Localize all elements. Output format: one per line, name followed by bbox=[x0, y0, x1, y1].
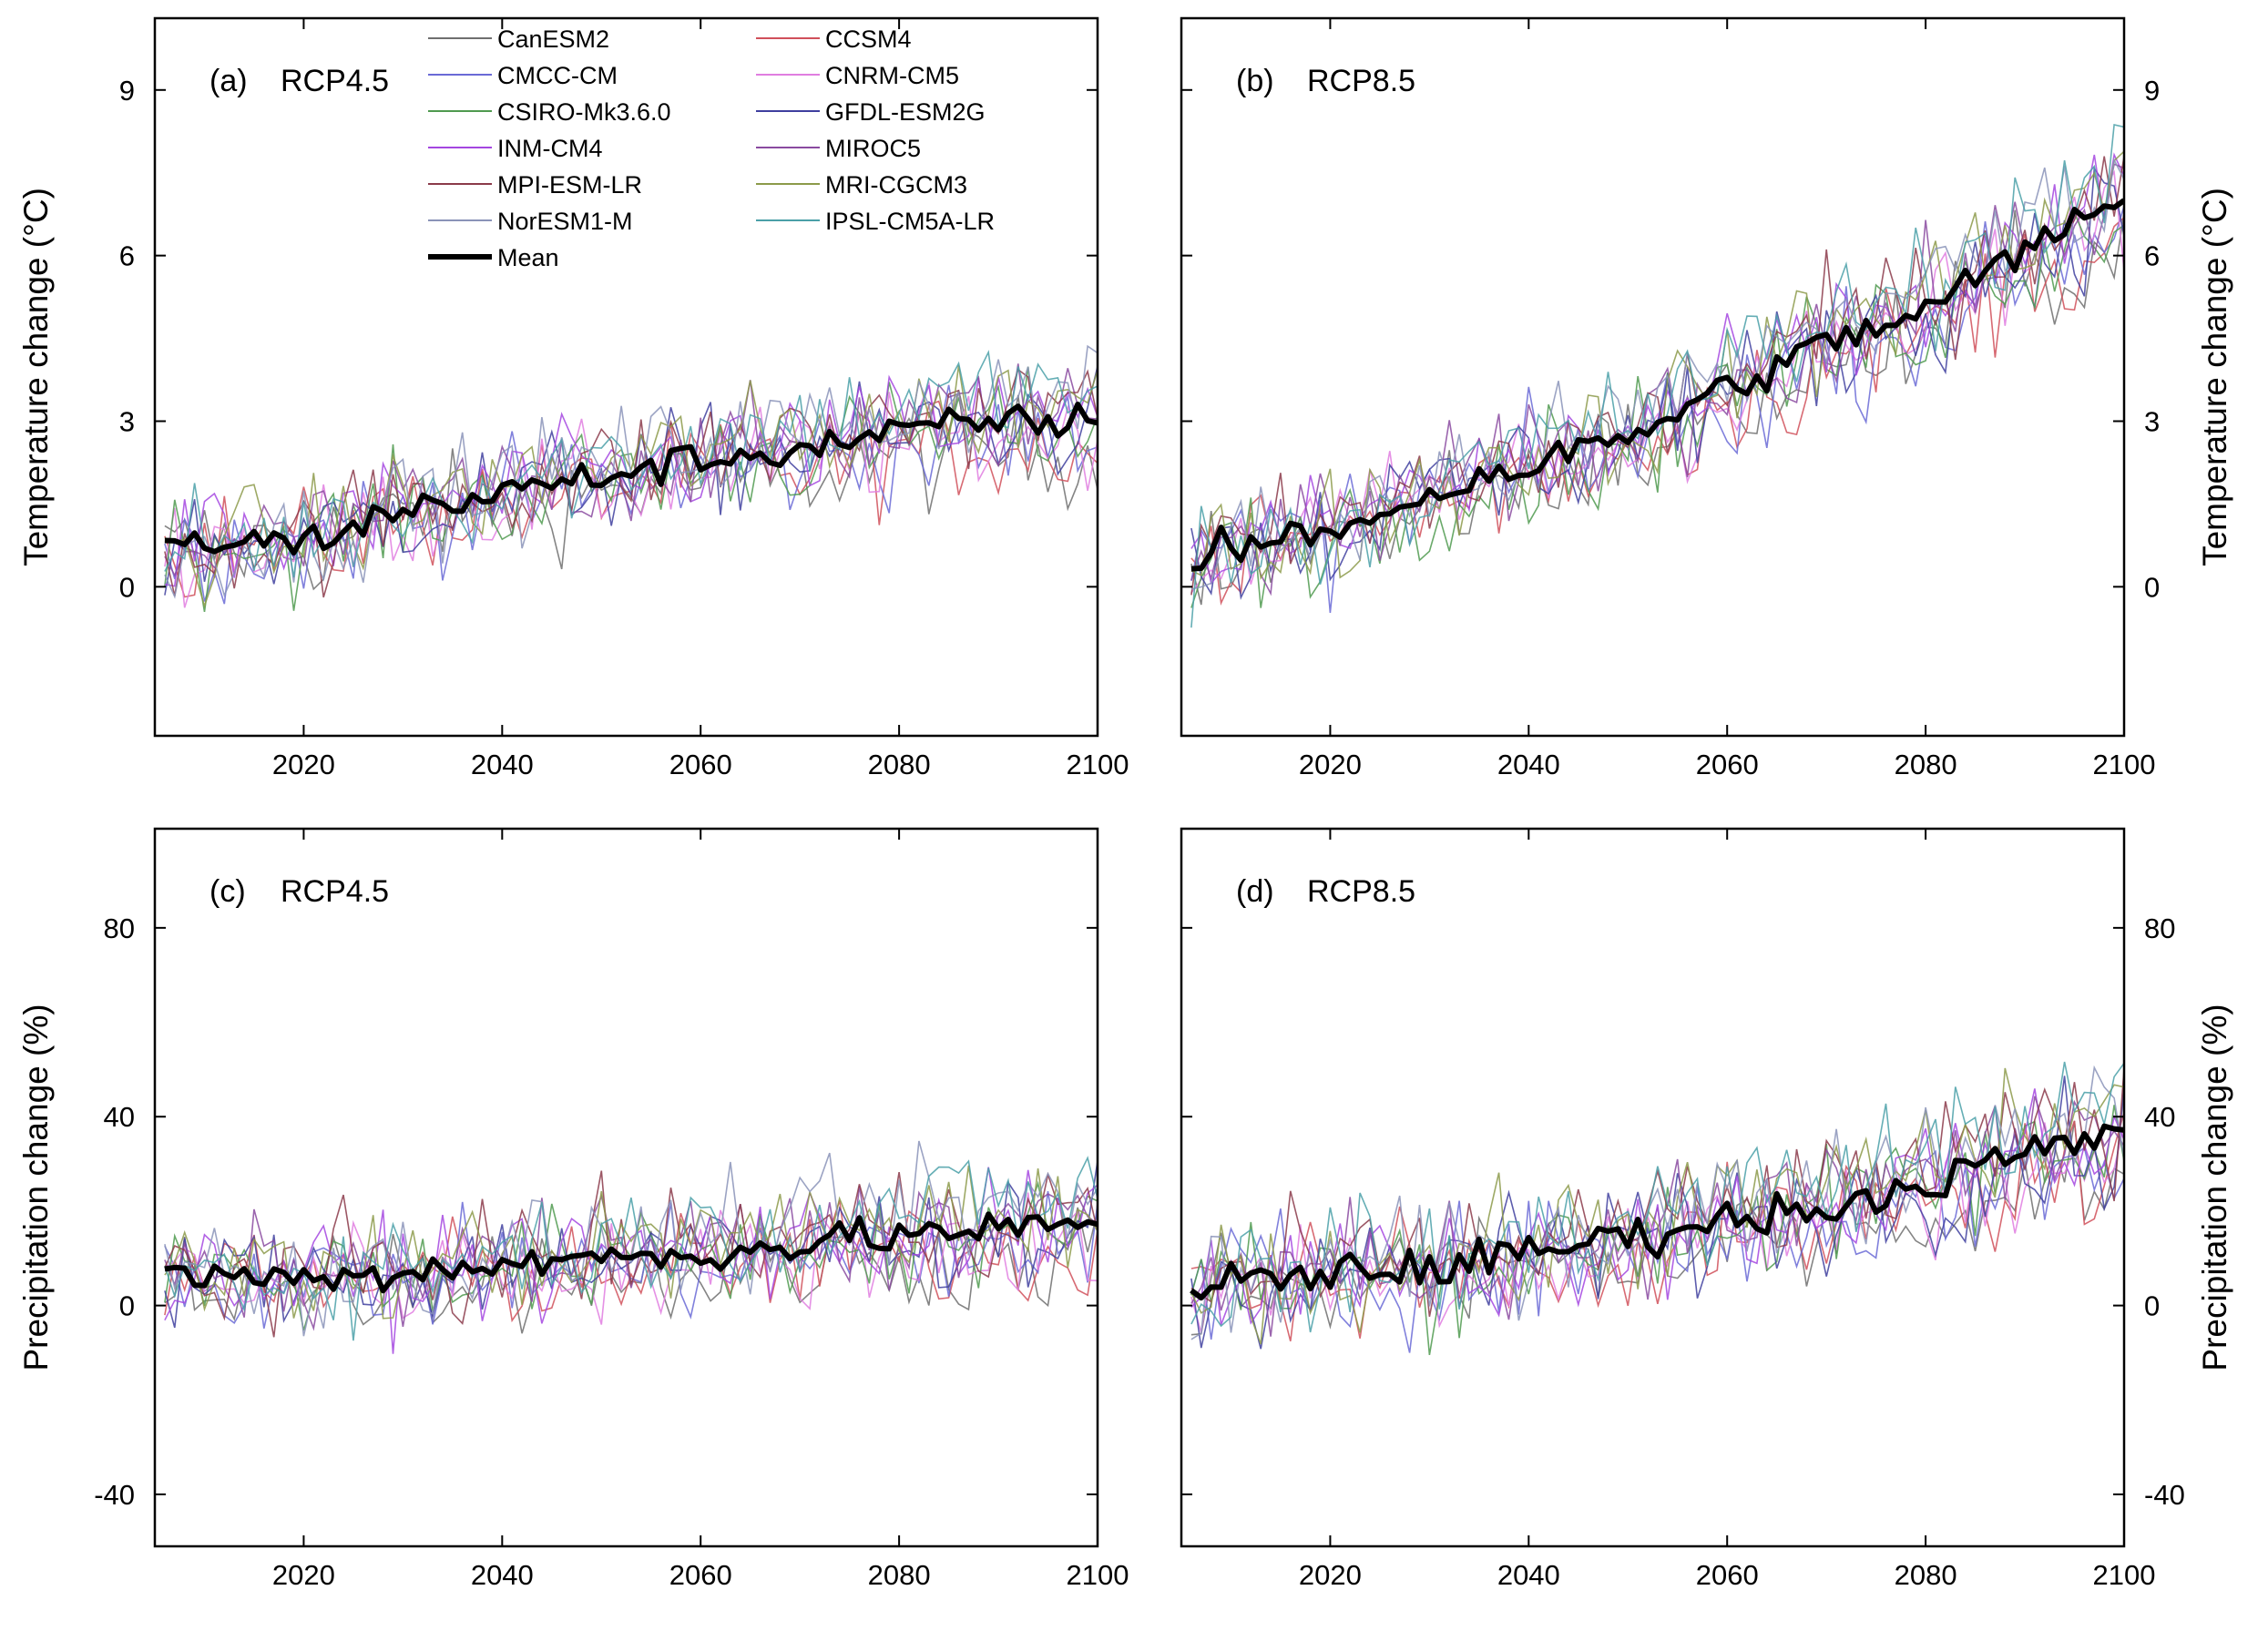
legend: CanESM2 CCSM4 CMCC-CM CNRM-CM5 CSIRO-Mk3.6.0… bbox=[428, 25, 995, 271]
x-tick-label: 2060 bbox=[669, 749, 732, 780]
y-tick-label: 0 bbox=[2144, 1290, 2160, 1322]
series-line-mri-cgcm3 bbox=[164, 1165, 1098, 1320]
series-group-a bbox=[164, 344, 1098, 613]
panel-label: (a) bbox=[209, 64, 248, 98]
panel-label: (b) bbox=[1236, 64, 1274, 98]
series-line-cmcc-cm bbox=[1190, 1134, 2124, 1353]
y-tick-label: 6 bbox=[119, 240, 135, 272]
plot-frame bbox=[153, 16, 1099, 738]
y-tick-label: 9 bbox=[2144, 75, 2160, 107]
y-tick-label: 0 bbox=[119, 571, 135, 603]
x-tick-label: 2100 bbox=[2093, 1559, 2156, 1591]
y-axis-title: Precipitation change (%) bbox=[2196, 1004, 2233, 1371]
x-tick-label: 2040 bbox=[471, 1559, 534, 1591]
y-tick-label: 6 bbox=[2144, 240, 2160, 272]
series-line-mpi-esm-lr bbox=[1190, 1068, 2124, 1317]
panel-label: (d) bbox=[1236, 874, 1274, 909]
plot-frame bbox=[1180, 827, 2126, 1548]
x-tick-label: 2080 bbox=[868, 749, 931, 780]
plot-frame bbox=[1180, 16, 2126, 738]
legend-label: INM-CM4 bbox=[497, 135, 603, 162]
panel-scenario: RCP8.5 bbox=[1307, 64, 1415, 98]
panel-scenario: RCP8.5 bbox=[1307, 874, 1415, 909]
x-tick-label: 2060 bbox=[1696, 1559, 1759, 1591]
series-line-mean bbox=[1190, 198, 2124, 572]
x-tick-label: 2040 bbox=[471, 749, 534, 780]
series-line-mri-cgcm3 bbox=[1190, 150, 2124, 580]
legend-label: NorESM1-M bbox=[497, 208, 633, 235]
y-tick-label: 80 bbox=[2144, 912, 2175, 944]
x-tick-label: 2080 bbox=[1895, 1559, 1957, 1591]
y-tick-label: -40 bbox=[94, 1479, 135, 1511]
x-tick-label: 2100 bbox=[1067, 749, 1129, 780]
series-line-noresm1-m bbox=[164, 1140, 1098, 1337]
series-line-mri-cgcm3 bbox=[164, 365, 1098, 608]
series-group-d bbox=[1190, 1061, 2124, 1356]
series-group-b bbox=[1190, 124, 2124, 628]
legend-label: CanESM2 bbox=[497, 25, 609, 53]
y-tick-label: -40 bbox=[2144, 1479, 2185, 1511]
series-line-ipsl-cm5a-lr bbox=[1190, 124, 2124, 628]
y-axis-title: Precipitation change (%) bbox=[17, 1004, 55, 1371]
legend-label: MIROC5 bbox=[825, 135, 921, 162]
series-group-c bbox=[164, 1140, 1098, 1354]
x-tick-label: 2060 bbox=[669, 1559, 732, 1591]
y-tick-label: 9 bbox=[119, 75, 135, 107]
x-tick-label: 2020 bbox=[1299, 749, 1362, 780]
series-line-inm-cm4 bbox=[1190, 152, 2124, 586]
y-axis-title: Temperature change (°C) bbox=[2196, 188, 2233, 566]
legend-label: CMCC-CM bbox=[497, 62, 618, 89]
series-line-cnrm-cm5 bbox=[1190, 1122, 2124, 1333]
panel-d: 2020 2040 2060 2080 2100 -40 0 40 80 Precipitatio… bbox=[1180, 827, 2233, 1591]
series-line-mean bbox=[164, 402, 1098, 556]
panel-scenario: RCP4.5 bbox=[281, 64, 389, 98]
y-tick-label: 3 bbox=[119, 405, 135, 437]
panel-a: 2020 2040 2060 2080 2100 0 3 6 9 Temperature chan… bbox=[17, 16, 1129, 780]
x-tick-label: 2020 bbox=[272, 749, 335, 780]
x-tick-label: 2040 bbox=[1497, 749, 1560, 780]
legend-label: MPI-ESM-LR bbox=[497, 171, 642, 199]
panel-scenario: RCP4.5 bbox=[281, 874, 389, 909]
series-line-ipsl-cm5a-lr bbox=[1190, 1061, 2124, 1333]
legend-label: CSIRO-Mk3.6.0 bbox=[497, 98, 671, 126]
series-line-ipsl-cm5a-lr bbox=[164, 1156, 1098, 1341]
legend-label: MRI-CGCM3 bbox=[825, 171, 967, 199]
y-tick-label: 80 bbox=[104, 912, 135, 944]
x-tick-label: 2020 bbox=[1299, 1559, 1362, 1591]
y-tick-label: 0 bbox=[2144, 571, 2160, 603]
legend-label: CNRM-CM5 bbox=[825, 62, 959, 89]
series-line-mean bbox=[1190, 1123, 2124, 1301]
y-axis-title: Temperature change (°C) bbox=[17, 188, 55, 566]
x-tick-label: 2060 bbox=[1696, 749, 1759, 780]
panel-b: 2020 2040 2060 2080 2100 0 3 6 9 Temperature chan… bbox=[1180, 16, 2233, 780]
series-line-mean bbox=[164, 1211, 1098, 1294]
x-tick-label: 2020 bbox=[272, 1559, 335, 1591]
legend-label: GFDL-ESM2G bbox=[825, 98, 986, 126]
panel-label: (c) bbox=[209, 874, 246, 909]
series-line-inm-cm4 bbox=[1190, 1088, 2124, 1326]
legend-label-mean: Mean bbox=[497, 244, 559, 271]
y-tick-label: 0 bbox=[119, 1290, 135, 1322]
panel-c: 2020 2040 2060 2080 2100 -40 0 40 80 Precipitatio… bbox=[17, 827, 1129, 1591]
x-tick-label: 2080 bbox=[1895, 749, 1957, 780]
legend-label: CCSM4 bbox=[825, 25, 912, 53]
series-line-miroc5 bbox=[164, 363, 1098, 577]
x-tick-label: 2080 bbox=[868, 1559, 931, 1591]
y-tick-label: 40 bbox=[2144, 1101, 2175, 1133]
series-line-csiro-mk3-6-0 bbox=[164, 366, 1098, 613]
plot-frame bbox=[153, 827, 1099, 1548]
x-tick-label: 2100 bbox=[1067, 1559, 1129, 1591]
y-tick-label: 40 bbox=[104, 1101, 135, 1133]
x-tick-label: 2100 bbox=[2093, 749, 2156, 780]
y-tick-label: 3 bbox=[2144, 405, 2160, 437]
legend-label: IPSL-CM5A-LR bbox=[825, 208, 995, 235]
x-tick-label: 2040 bbox=[1497, 1559, 1560, 1591]
